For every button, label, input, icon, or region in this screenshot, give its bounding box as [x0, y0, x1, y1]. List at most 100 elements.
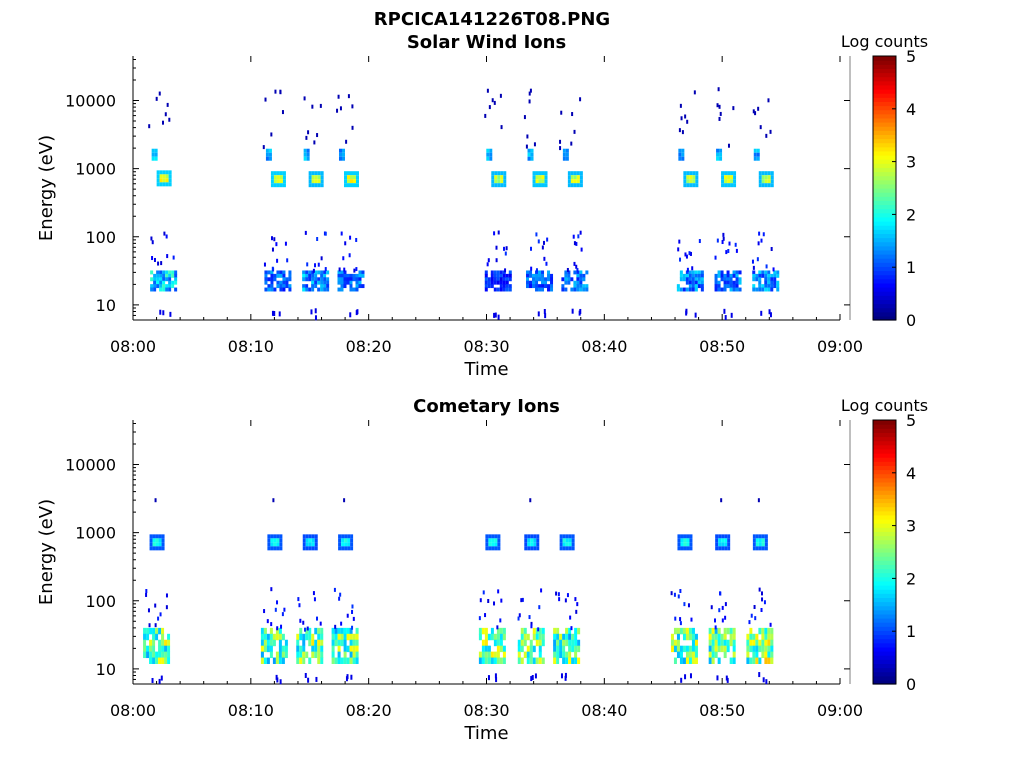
heatmap-cell — [535, 277, 539, 282]
heatmap-cell — [338, 546, 342, 551]
heatmap-cell — [679, 277, 683, 282]
heatmap-cell — [168, 117, 171, 122]
heatmap-cell — [517, 639, 521, 647]
heatmap-cell — [582, 284, 586, 289]
heatmap-cell — [523, 627, 527, 635]
heatmap-cell — [478, 627, 482, 635]
heatmap-cell — [490, 280, 494, 285]
heatmap-cell — [724, 171, 728, 176]
heatmap-cell — [683, 171, 687, 176]
heatmap-cell — [491, 179, 495, 184]
colorbar-segment — [873, 486, 896, 491]
colorbar-frame — [872, 419, 897, 685]
heatmap-cell — [497, 175, 501, 180]
heatmap-cell — [152, 546, 156, 551]
heatmap-cell — [266, 657, 270, 664]
heatmap-cell — [296, 651, 300, 659]
heatmap-cell — [673, 657, 677, 664]
heatmap-cell — [337, 651, 341, 659]
heatmap-cell — [165, 170, 169, 175]
heatmap-cell — [167, 633, 171, 641]
heatmap-cell — [670, 639, 674, 647]
colorbar-tick-label: 2 — [906, 205, 916, 224]
heatmap-cell — [574, 639, 578, 647]
colorbar-segment — [873, 68, 896, 74]
heatmap-cell — [564, 280, 568, 285]
heatmap-cell — [491, 538, 495, 543]
heatmap-cell — [152, 633, 156, 641]
heatmap-cell — [314, 542, 318, 547]
heatmap-cell — [693, 90, 696, 95]
heatmap-cell — [534, 673, 537, 679]
heatmap-cell — [770, 645, 774, 653]
heatmap-cell — [532, 633, 536, 641]
heatmap-cell — [692, 175, 696, 180]
heatmap-cell — [686, 119, 689, 124]
heatmap-cell — [496, 273, 500, 278]
heatmap-cell — [541, 183, 545, 188]
heatmap-cell — [143, 627, 147, 635]
heatmap-cell — [694, 645, 698, 653]
heatmap-cell — [674, 616, 677, 621]
heatmap-cell — [748, 620, 751, 625]
heatmap-cell — [299, 627, 303, 635]
heatmap-cell — [689, 251, 692, 256]
heatmap-cell — [165, 174, 169, 179]
heatmap-cell — [679, 657, 683, 664]
heatmap-cell — [308, 183, 312, 188]
heatmap-cell — [158, 657, 162, 664]
heatmap-cell — [762, 677, 765, 683]
heatmap-cell — [343, 183, 347, 188]
heatmap-cell — [337, 270, 341, 275]
heatmap-cell — [574, 597, 577, 602]
heatmap-cell — [721, 534, 725, 539]
heatmap-cell — [764, 277, 768, 282]
heatmap-cell — [276, 600, 279, 605]
heatmap-cell — [547, 284, 551, 289]
heatmap-cell — [670, 591, 673, 596]
heatmap-cell — [343, 645, 347, 653]
colorbar-segment — [873, 502, 896, 508]
heatmap-cell — [729, 280, 733, 285]
heatmap-cell — [576, 183, 580, 188]
heatmap-cell — [676, 627, 680, 635]
heatmap-cell — [273, 310, 276, 316]
heatmap-cell — [306, 262, 309, 267]
heatmap-cell — [305, 284, 309, 289]
heatmap-cell — [732, 273, 736, 278]
heatmap-cell — [502, 273, 506, 278]
heatmap-cell — [337, 627, 341, 635]
heatmap-cell — [561, 277, 565, 282]
heatmap-cell — [573, 241, 576, 246]
heatmap-cell — [714, 287, 718, 292]
heatmap-cell — [697, 280, 701, 285]
heatmap-cell — [689, 175, 693, 180]
heatmap-cell — [538, 179, 542, 184]
heatmap-cell — [567, 277, 571, 282]
colorbar-segment — [873, 440, 896, 446]
heatmap-cell — [720, 639, 724, 647]
heatmap-cell — [765, 264, 768, 269]
heatmap-cell — [305, 633, 309, 641]
heatmap-cell — [155, 96, 158, 101]
heatmap-cell — [749, 645, 753, 653]
heatmap-cell — [279, 542, 283, 547]
heatmap-cell — [770, 627, 774, 635]
colorbar-segment — [873, 613, 896, 619]
heatmap-cell — [544, 313, 547, 319]
heatmap-cell — [544, 175, 548, 180]
heatmap-cell — [355, 237, 358, 242]
heatmap-cell — [565, 152, 569, 157]
heatmap-cell — [285, 280, 289, 285]
heatmap-cell — [162, 178, 166, 183]
heatmap-cell — [717, 273, 721, 278]
heatmap-cell — [697, 273, 701, 278]
heatmap-cell — [565, 657, 569, 664]
heatmap-cell — [676, 287, 680, 292]
heatmap-cell — [755, 645, 759, 653]
heatmap-cell — [700, 284, 704, 289]
heatmap-cell — [162, 182, 166, 187]
heatmap-cell — [568, 639, 572, 647]
colorbar-segment — [873, 291, 896, 296]
heatmap-cell — [776, 273, 780, 278]
